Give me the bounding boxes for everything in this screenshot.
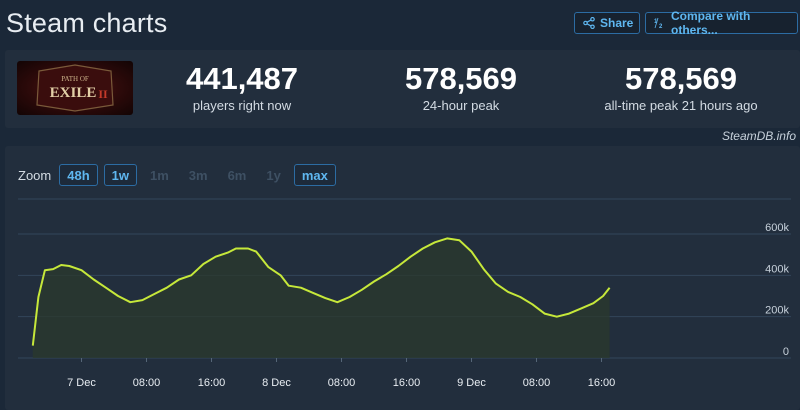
peak-24h-value: 578,569 — [404, 61, 518, 96]
chart-panel: Zoom 48h 1w 1m 3m 6m 1y max 0 200k 400k 600… — [5, 146, 800, 410]
x-tick-label: 8 Dec — [262, 377, 291, 389]
share-button[interactable]: Share — [574, 12, 640, 34]
game-logo[interactable]: PATH OF EXILE II — [17, 61, 133, 115]
series-line — [31, 237, 611, 346]
steamdb-watermark: SteamDB.info — [721, 129, 796, 143]
zoom-3m-button[interactable]: 3m — [188, 167, 208, 183]
zoom-controls: Zoom 48h 1w 1m 3m 6m 1y max — [18, 164, 336, 186]
logo-numeral: II — [98, 87, 108, 101]
svg-text:2: 2 — [659, 24, 663, 29]
y-tick-label: 0 — [783, 346, 789, 358]
compare-icon: 1 2 — [654, 17, 666, 29]
stats-panel: PATH OF EXILE II 441,487 players right n… — [5, 50, 800, 128]
zoom-48h-button[interactable]: 48h — [59, 164, 98, 186]
stat-24h-peak: 578,569 24-hour peak — [361, 61, 561, 114]
page-title: Steam charts — [6, 8, 168, 38]
current-players-label: players right now — [192, 98, 292, 113]
all-time-peak-label: all-time peak 21 hours ago — [604, 98, 758, 113]
y-tick-label: 600k — [765, 222, 789, 234]
x-tick-label: 16:00 — [393, 377, 421, 389]
zoom-6m-button[interactable]: 6m — [227, 167, 247, 183]
zoom-max-button[interactable]: max — [293, 164, 336, 186]
y-tick-label: 200k — [765, 305, 789, 317]
zoom-1m-button[interactable]: 1m — [149, 167, 169, 183]
player-count-chart[interactable]: 0 200k 400k 600k 7 Dec 08:00 16:00 8 Dec 08:00 16… — [5, 146, 800, 410]
all-time-peak-value: 578,569 — [624, 61, 738, 96]
x-tick-label: 08:00 — [133, 377, 161, 389]
logo-big-text: EXILE — [50, 85, 97, 101]
svg-text:1: 1 — [654, 19, 658, 25]
compare-label: Compare with others... — [671, 9, 751, 37]
stat-all-time-peak: 578,569 all-time peak 21 hours ago — [581, 61, 781, 114]
x-tick-label: 16:00 — [198, 377, 226, 389]
x-tick-label: 16:00 — [588, 377, 616, 389]
x-tick-label: 08:00 — [328, 377, 356, 389]
y-tick-label: 400k — [765, 263, 789, 275]
x-tick-label: 9 Dec — [457, 377, 486, 389]
zoom-1y-button[interactable]: 1y — [266, 167, 281, 183]
peak-24h-label: 24-hour peak — [422, 98, 500, 113]
x-tick-label: 08:00 — [523, 377, 551, 389]
share-label: Share — [600, 16, 634, 30]
zoom-label: Zoom — [18, 167, 52, 183]
compare-button[interactable]: 1 2 Compare with others... — [645, 9, 798, 37]
x-tick-label: 7 Dec — [67, 377, 96, 389]
current-players-value: 441,487 — [185, 61, 299, 96]
share-icon — [583, 17, 595, 29]
zoom-1w-button[interactable]: 1w — [103, 164, 137, 186]
logo-small-text: PATH OF — [61, 75, 89, 83]
series-area — [32, 238, 610, 358]
stat-current: 441,487 players right now — [142, 61, 342, 114]
